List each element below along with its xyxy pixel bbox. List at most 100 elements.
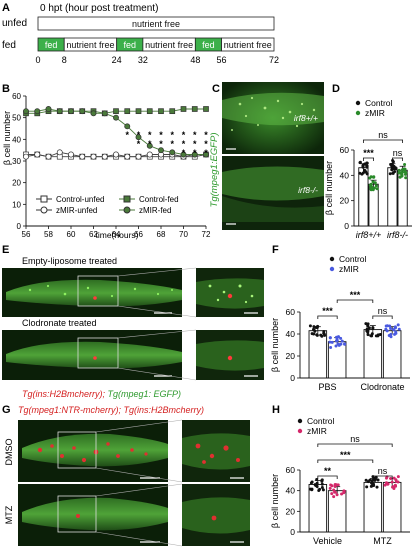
- significance-label: ***: [350, 290, 361, 300]
- segment-label: nutrient free: [66, 40, 114, 50]
- legend-label: Control: [307, 416, 335, 426]
- g-row-label-dmso: DMSO: [4, 439, 14, 466]
- data-point: [393, 483, 397, 487]
- significance-bracket: [362, 157, 375, 161]
- b-point: [203, 106, 209, 112]
- data-point: [385, 329, 389, 333]
- panel-label-g: G: [2, 404, 11, 416]
- g-zoom-mtz: [182, 484, 250, 546]
- row-label-fed: fed: [2, 40, 16, 51]
- data-point: [389, 477, 393, 481]
- data-point: [320, 334, 324, 338]
- data-point: [334, 344, 338, 348]
- b-point: [180, 106, 187, 112]
- b-significance: *: [159, 139, 163, 149]
- significance-bracket: [362, 139, 404, 143]
- ylabel: β cell number: [324, 161, 334, 215]
- data-point: [391, 171, 395, 175]
- legend-zmir-fed: zMIR-fed: [139, 206, 171, 215]
- e-caption-red: Tg(ins:H2Bmcherry);: [22, 389, 106, 399]
- data-point: [329, 346, 333, 350]
- ytick-label: 0: [290, 527, 295, 537]
- data-point: [388, 324, 392, 328]
- b-point: [191, 106, 198, 112]
- significance-label: ns: [378, 466, 388, 476]
- ytick-label: 40: [286, 486, 296, 496]
- c-genotype-mutant: irf8-/-: [298, 185, 318, 195]
- bar: [382, 481, 402, 533]
- b-xtick-label: 68: [157, 230, 166, 239]
- legend-label: zMIR: [307, 426, 327, 436]
- b-point: [135, 108, 142, 115]
- ytick-label: 0: [344, 221, 349, 231]
- b-significance: *: [204, 148, 208, 158]
- tick-label: 0: [35, 55, 40, 65]
- data-point: [335, 493, 339, 497]
- data-point: [371, 180, 375, 184]
- data-point: [365, 485, 369, 489]
- data-point: [330, 492, 334, 496]
- b-point: [146, 108, 153, 115]
- data-point: [376, 478, 380, 482]
- g-image-dmso: [18, 420, 168, 482]
- b-point: [113, 114, 119, 121]
- significance-label: ns: [378, 306, 388, 316]
- legend-marker: [355, 110, 361, 116]
- panel-f: F β cell number 0 20 40 60 PBS Clodronate Contr…: [270, 244, 410, 392]
- panel-g: G Tg(mpeg1:NTR-mcherry); Tg(ins:H2Bmcher…: [2, 404, 250, 547]
- category-label: Vehicle: [313, 536, 342, 546]
- b-significance: *: [182, 148, 186, 158]
- data-point: [310, 332, 314, 336]
- bar: [308, 330, 328, 379]
- c-image-wt: irf8+/+: [222, 82, 324, 154]
- b-point: [124, 123, 131, 130]
- significance-label: ns: [378, 130, 388, 140]
- bar-chart-d: β cell number 0 20 40 60 irf8+/+ irf8-/- Contro…: [324, 98, 412, 240]
- c-genotype-wt: irf8+/+: [294, 113, 318, 123]
- significance-bracket: [336, 299, 374, 303]
- b-point: [34, 151, 41, 158]
- data-point: [361, 165, 365, 169]
- ylabel: β cell number: [270, 474, 280, 528]
- panel-h: H β cell number 0 20 40 60 Vehicle MTZ Controlz…: [270, 404, 410, 546]
- data-point: [389, 326, 393, 330]
- b-significance: *: [193, 139, 197, 149]
- ytick-label: 20: [286, 351, 296, 361]
- panel-a-title: 0 hpt (hour post treatment): [40, 3, 158, 14]
- bar: [358, 167, 369, 227]
- data-point: [393, 332, 397, 336]
- b-significance: *: [170, 130, 174, 140]
- data-point: [388, 172, 392, 176]
- data-point: [373, 477, 377, 481]
- data-point: [340, 492, 344, 496]
- data-point: [370, 481, 374, 485]
- data-point: [402, 167, 406, 171]
- significance-bracket: [372, 475, 393, 479]
- data-point: [378, 332, 382, 336]
- data-point: [369, 175, 373, 179]
- panel-label-h: H: [272, 404, 280, 416]
- b-point: [79, 153, 86, 160]
- b-xtick-label: 64: [112, 230, 121, 239]
- data-point: [335, 337, 339, 341]
- category-label: PBS: [318, 382, 336, 392]
- bar: [382, 330, 402, 379]
- data-point: [383, 483, 387, 487]
- ylabel: β cell number: [270, 318, 280, 372]
- b-point: [113, 108, 119, 115]
- bar: [387, 167, 398, 227]
- legend-label: zMIR: [365, 108, 385, 118]
- b-ytick-label: 20: [12, 179, 21, 188]
- data-point: [404, 176, 408, 180]
- tick-label: 32: [138, 55, 148, 65]
- data-point: [375, 485, 379, 489]
- significance-bracket: [317, 443, 393, 447]
- g-row-label-mtz: MTZ: [4, 505, 14, 524]
- bar: [363, 481, 383, 533]
- g-zoom-dmso: [182, 420, 250, 482]
- e-caption: Tg(ins:H2Bmcherry); Tg(mpeg1: EGFP): [22, 389, 181, 399]
- e-zoom-clodronate: [196, 330, 264, 380]
- data-point: [386, 482, 390, 486]
- b-point: [135, 153, 142, 160]
